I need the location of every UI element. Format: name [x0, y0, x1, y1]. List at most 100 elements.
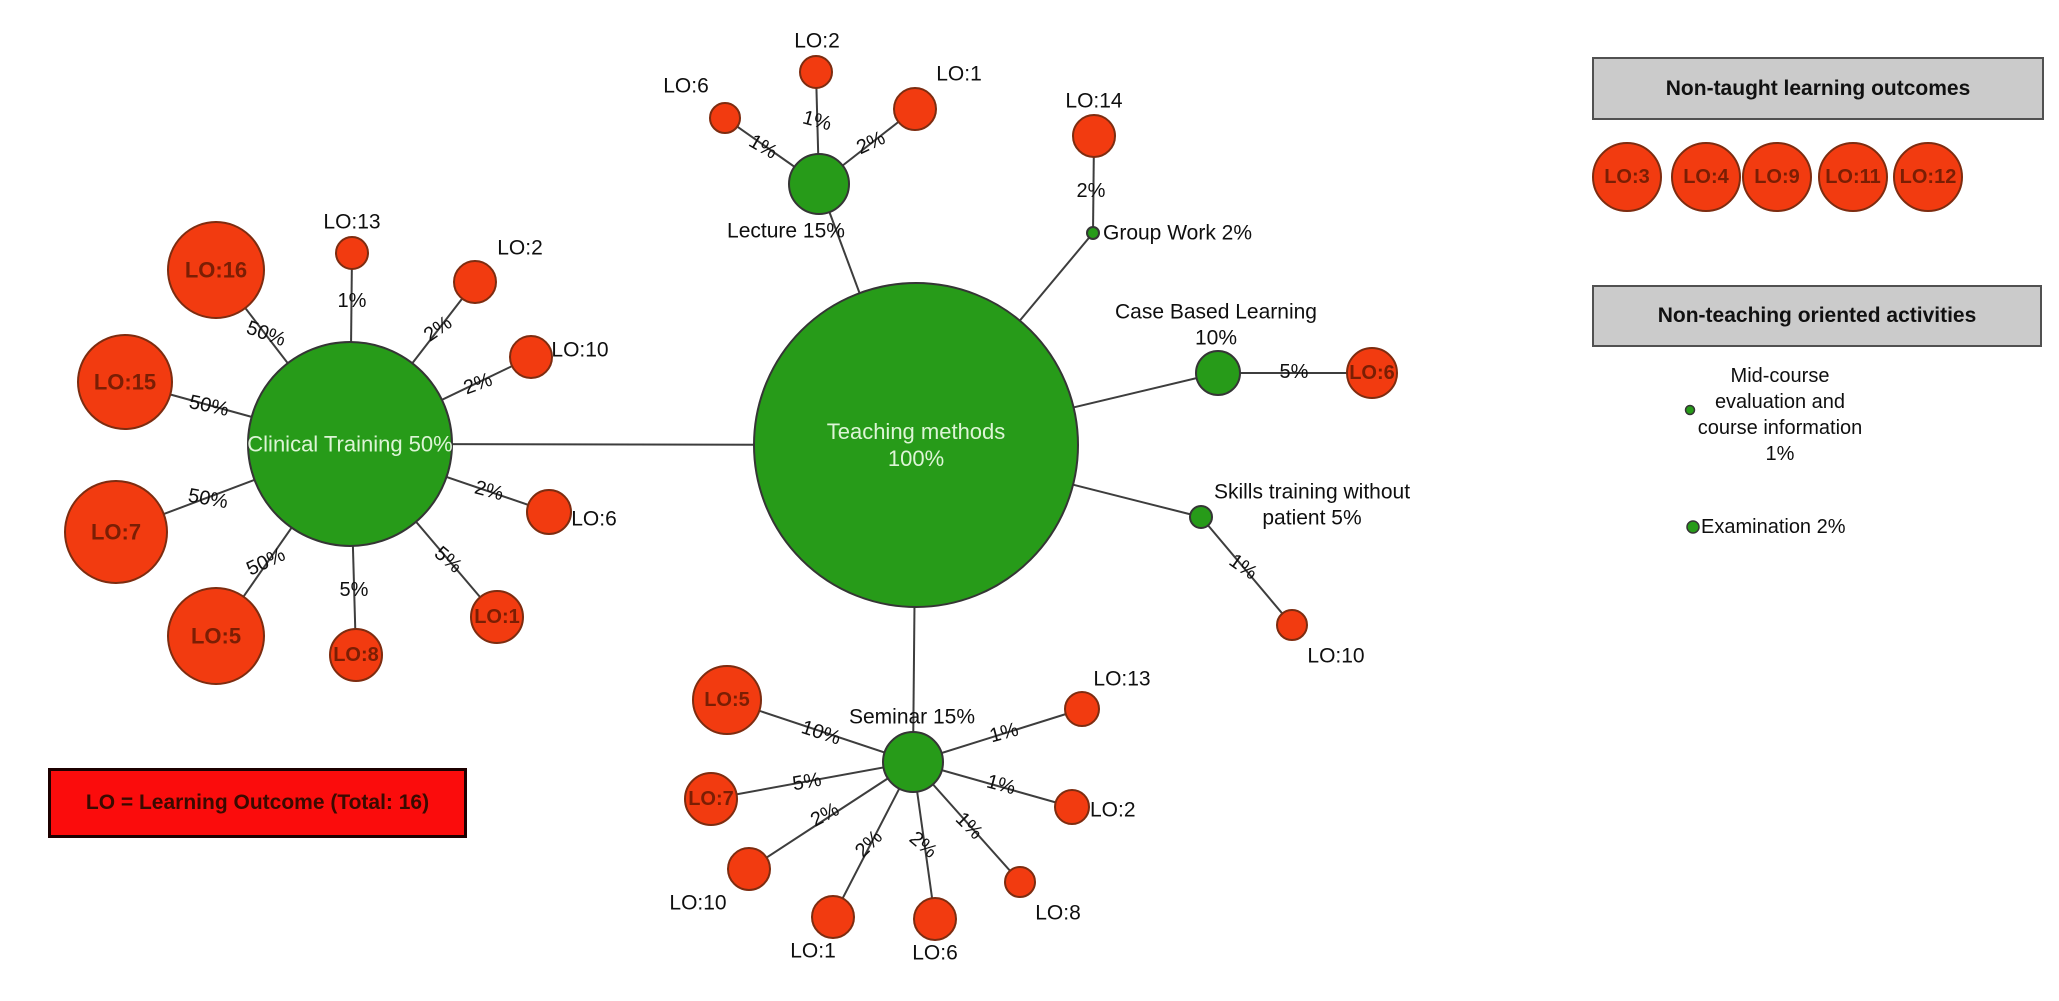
node-se_lo8 [1004, 866, 1036, 898]
node-label-casebased: 10% [1195, 327, 1237, 350]
node-label-cl_lo1: LO:1 [474, 606, 520, 628]
node-lecture [788, 153, 850, 215]
node-label-cl_lo6: LO:6 [571, 508, 617, 531]
node-label-l_lo1: LO:1 [936, 63, 982, 86]
edge-label-clinical-cl_lo6: 2% [472, 477, 506, 506]
node-se_lo1 [811, 895, 855, 939]
node-se_lo13 [1064, 691, 1100, 727]
activity-label-mid-course-evaluation: 1% [1766, 443, 1795, 465]
non-taught-label-lo4: LO:4 [1683, 166, 1729, 188]
activity-dot-examination [1686, 520, 1700, 534]
edge-label-seminar-se_lo5: 10% [799, 716, 844, 749]
edge-label-clinical-cl_lo10: 2% [461, 369, 496, 400]
non-taught-label-lo3: LO:3 [1604, 166, 1650, 188]
node-c_lo6 [1346, 347, 1398, 399]
non-taught-label-lo11: LO:11 [1825, 166, 1881, 188]
activity-label-mid-course-evaluation: Mid-course [1731, 365, 1830, 387]
node-label-cl_lo8: LO:8 [333, 644, 379, 666]
edge-label-groupwork-g_lo14: 2% [1077, 180, 1106, 202]
edge-label-clinical-cl_lo8: 5% [340, 579, 369, 601]
non-taught-title: Non-taught learning outcomes [1665, 76, 1971, 100]
edge-label-clinical-cl_lo7: 50% [186, 485, 229, 514]
non-taught-header: Non-taught learning outcomes [1592, 57, 2044, 120]
node-label-seminar: Seminar 15% [849, 706, 975, 729]
node-label-cl_lo10: LO:10 [551, 339, 608, 362]
node-groupwork [1086, 226, 1100, 240]
edge-seminar-se_lo7 [710, 761, 914, 800]
node-label-groupwork: Group Work 2% [1103, 222, 1252, 245]
edge-label-casebased-c_lo6: 5% [1280, 361, 1309, 383]
edge-label-seminar-se_lo13: 1% [987, 719, 1021, 748]
non-taught-node-lo12 [1893, 142, 1963, 212]
node-label-c_lo6: LO:6 [1349, 362, 1395, 384]
edge-seminar-se_lo10 [748, 761, 914, 870]
activity-label-mid-course-evaluation: course information [1698, 417, 1863, 439]
edge-skills-s_lo10 [1200, 516, 1293, 626]
node-label-cl_lo15: LO:15 [94, 370, 156, 395]
node-casebased [1195, 350, 1241, 396]
edge-label-clinical-cl_lo5: 50% [243, 543, 289, 580]
non-taught-node-lo9 [1742, 142, 1812, 212]
node-cl_lo1 [470, 590, 524, 644]
non-taught-label-lo9: LO:9 [1754, 166, 1800, 188]
node-label-se_lo6: LO:6 [912, 942, 958, 965]
node-label-casebased: Case Based Learning [1115, 301, 1317, 324]
node-se_lo2 [1054, 789, 1090, 825]
node-se_lo10 [727, 847, 771, 891]
activity-dot-mid-course-evaluation [1684, 404, 1696, 416]
node-l_lo6 [709, 102, 741, 134]
node-skills [1189, 505, 1213, 529]
node-label-cl_lo2: LO:2 [497, 237, 543, 260]
node-g_lo14 [1072, 114, 1116, 158]
node-cl_lo6 [526, 489, 572, 535]
node-label-se_lo1: LO:1 [790, 940, 836, 963]
edge-label-seminar-se_lo6: 2% [905, 827, 941, 863]
non-teaching-header: Non-teaching oriented activities [1592, 285, 2042, 347]
edge-label-clinical-cl_lo13: 1% [338, 290, 367, 312]
legend-box: LO = Learning Outcome (Total: 16) [48, 768, 467, 838]
node-label-lecture: Lecture 15% [727, 220, 845, 243]
node-teaching [753, 282, 1079, 608]
node-label-se_lo13: LO:13 [1093, 668, 1150, 691]
non-taught-node-lo11 [1818, 142, 1888, 212]
edge-label-seminar-se_lo1: 2% [851, 826, 887, 862]
node-cl_lo16 [167, 221, 265, 319]
node-seminar [882, 731, 944, 793]
non-taught-label-lo12: LO:12 [1900, 166, 1957, 188]
node-label-l_lo6: LO:6 [663, 75, 709, 98]
node-cl_lo13 [335, 236, 369, 270]
node-clinical [247, 341, 453, 547]
edge-label-skills-s_lo10: 1% [1225, 550, 1261, 585]
node-label-cl_lo7: LO:7 [91, 520, 141, 545]
node-label-skills: Skills training without [1214, 481, 1410, 504]
edge-label-clinical-cl_lo2: 2% [420, 312, 456, 347]
node-label-g_lo14: LO:14 [1065, 90, 1123, 113]
edge-label-lecture-l_lo2: 1% [800, 107, 834, 136]
node-l_lo1 [893, 87, 937, 131]
non-teaching-title: Non-teaching oriented activities [1657, 304, 1977, 327]
non-taught-node-lo3 [1592, 142, 1662, 212]
edge-label-seminar-se_lo7: 5% [791, 769, 824, 796]
activity-label-examination: Examination 2% [1701, 516, 1846, 538]
node-label-se_lo7: LO:7 [688, 788, 734, 810]
node-se_lo7 [684, 772, 738, 826]
node-cl_lo10 [509, 335, 553, 379]
node-label-cl_lo16: LO:16 [185, 258, 247, 283]
node-label-skills: patient 5% [1262, 507, 1361, 530]
node-cl_lo8 [329, 628, 383, 682]
node-label-clinical: Clinical Training 50% [247, 432, 452, 457]
node-label-cl_lo13: LO:13 [323, 211, 380, 234]
node-se_lo6 [913, 897, 957, 941]
edge-label-clinical-cl_lo15: 50% [187, 391, 231, 421]
node-cl_lo7 [64, 480, 168, 584]
node-cl_lo2 [453, 260, 497, 304]
node-l_lo2 [799, 55, 833, 89]
node-label-s_lo10: LO:10 [1307, 645, 1364, 668]
node-cl_lo5 [167, 587, 265, 685]
non-taught-node-lo4 [1671, 142, 1741, 212]
node-label-se_lo5: LO:5 [704, 689, 750, 711]
node-label-cl_lo5: LO:5 [191, 624, 241, 649]
edge-label-clinical-cl_lo16: 50% [243, 317, 288, 351]
